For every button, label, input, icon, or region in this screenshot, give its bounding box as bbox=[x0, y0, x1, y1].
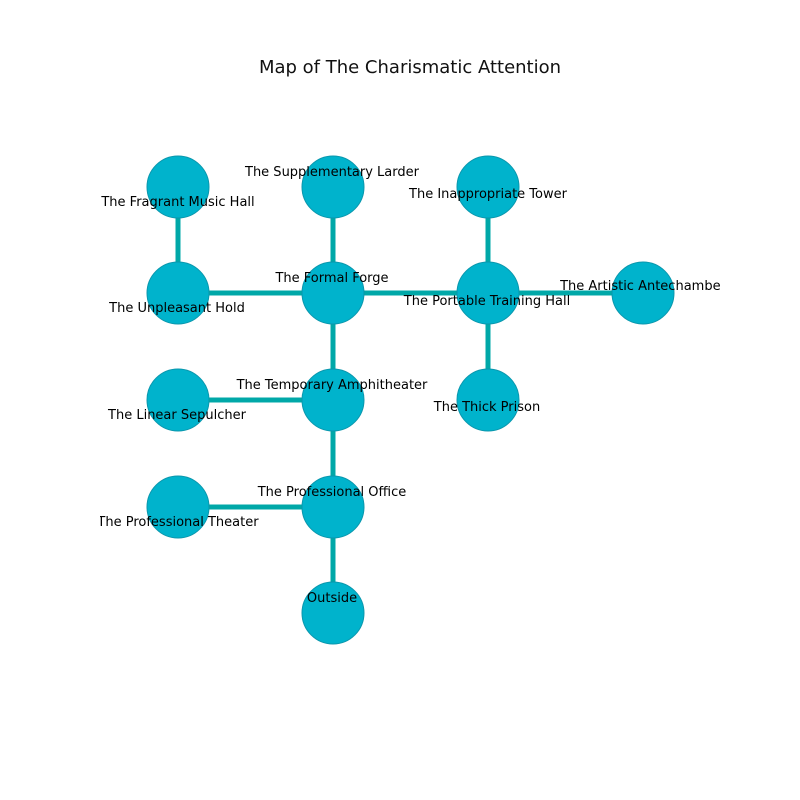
room-node-artistic-antechamber bbox=[611, 261, 675, 325]
room-node-unpleasant-hold bbox=[146, 261, 210, 325]
room-label-portable-training-hall: The Portable Training Hall bbox=[403, 294, 570, 309]
connections-layer bbox=[175, 187, 643, 613]
room-node-professional-theater bbox=[146, 475, 210, 539]
room-node-portable-training-hall bbox=[456, 261, 520, 325]
room-label-linear-sepulcher: The Linear Sepulcher bbox=[107, 408, 247, 423]
room-label-thick-prison: The Thick Prison bbox=[433, 400, 540, 415]
room-label-professional-office: The Professional Office bbox=[257, 485, 407, 500]
room-node-thick-prison bbox=[456, 368, 520, 432]
room-label-supplementary-larder: The Supplementary Larder bbox=[244, 165, 420, 180]
room-label-fragrant-music-hall: The Fragrant Music Hall bbox=[100, 195, 254, 210]
room-node-supplementary-larder bbox=[301, 155, 365, 219]
room-label-formal-forge: The Formal Forge bbox=[274, 271, 388, 286]
room-label-unpleasant-hold: The Unpleasant Hold bbox=[108, 301, 245, 316]
room-label-inappropriate-tower: The Inappropriate Tower bbox=[408, 187, 568, 202]
room-node-inappropriate-tower bbox=[456, 155, 520, 219]
room-node-outside bbox=[301, 581, 365, 645]
room-label-artistic-antechamber: The Artistic Antechamber bbox=[559, 279, 727, 294]
room-label-outside: Outside bbox=[307, 591, 357, 606]
room-node-professional-office bbox=[301, 475, 365, 539]
room-node-temporary-amphitheater bbox=[301, 368, 365, 432]
room-node-linear-sepulcher bbox=[146, 368, 210, 432]
room-node-formal-forge bbox=[301, 261, 365, 325]
rooms-layer bbox=[146, 155, 675, 645]
room-labels-layer: The Fragrant Music Hall The Supplementary… bbox=[96, 165, 727, 606]
map-title: Map of The Charismatic Attention bbox=[259, 57, 561, 78]
room-label-temporary-amphitheater: The Temporary Amphitheater bbox=[236, 378, 428, 393]
room-node-fragrant-music-hall bbox=[146, 155, 210, 219]
room-label-professional-theater: The Professional Theater bbox=[96, 515, 259, 530]
